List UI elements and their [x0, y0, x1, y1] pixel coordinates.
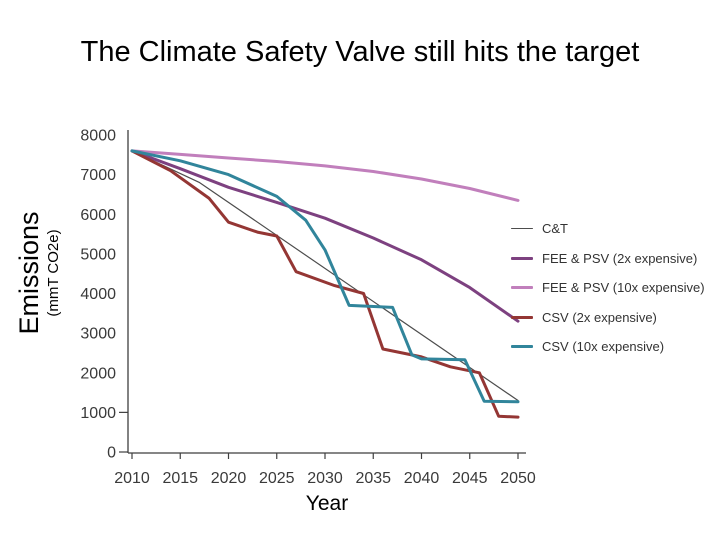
legend-label: CSV (10x expensive) — [542, 339, 665, 354]
page-title: The Climate Safety Valve still hits the … — [80, 36, 640, 68]
y-tick-label: 5000 — [80, 246, 116, 263]
y-tick-label: 4000 — [80, 286, 116, 303]
y-tick-label: 6000 — [80, 207, 116, 224]
x-axis-title: Year — [305, 492, 349, 515]
legend-label: FEE & PSV (10x expensive) — [542, 280, 705, 295]
csv-2x-line-swatch-icon — [511, 315, 533, 319]
x-tick-label: 2010 — [114, 470, 150, 487]
x-tick-label: 2030 — [307, 470, 343, 487]
y-axis-subtitle: (mmT CO2e) — [45, 229, 62, 317]
x-tick-label: 2045 — [452, 470, 488, 487]
y-tick-label: 7000 — [80, 167, 116, 184]
chart-legend: C&T FEE & PSV (2x expensive) FEE & PSV (… — [511, 222, 716, 370]
csv-10x-line-swatch-icon — [511, 345, 533, 348]
x-tick-label: 2050 — [500, 470, 536, 487]
y-tick-label: 0 — [107, 445, 116, 462]
x-tick-label: 2040 — [404, 470, 440, 487]
y-tick-label: 8000 — [80, 128, 116, 145]
y-tick-label: 1000 — [80, 405, 116, 422]
series-line-fee-psv-10x-expensive — [130, 149, 520, 202]
y-tick-label: 2000 — [80, 365, 116, 382]
legend-item-fee-psv-2x: FEE & PSV (2x expensive) — [511, 252, 716, 265]
x-tick-label: 2025 — [259, 470, 295, 487]
x-tick-label: 2035 — [355, 470, 391, 487]
series-line-fee-psv-2x-expensive — [130, 149, 520, 323]
ct-line-swatch-icon — [511, 227, 533, 230]
legend-item-ct: C&T — [511, 222, 716, 235]
legend-item-fee-psv-10x: FEE & PSV (10x expensive) — [511, 281, 716, 294]
series-line-csv-2x-expensive — [130, 149, 520, 419]
fee-psv-10x-line-swatch-icon — [511, 286, 533, 289]
y-tick-label: 3000 — [80, 326, 116, 343]
legend-label: CSV (2x expensive) — [542, 309, 657, 325]
legend-label: C&T — [542, 221, 568, 236]
x-tick-label: 2015 — [162, 470, 198, 487]
y-axis-title: Emissions — [14, 211, 44, 335]
x-tick-label: 2020 — [211, 470, 247, 487]
fee-psv-2x-line-swatch-icon — [511, 256, 533, 260]
series-line-c-t — [131, 150, 519, 402]
legend-label: FEE & PSV (2x expensive) — [542, 250, 698, 266]
legend-item-csv-2x: CSV (2x expensive) — [511, 311, 716, 324]
legend-item-csv-10x: CSV (10x expensive) — [511, 340, 716, 353]
series-line-csv-10x-expensive — [130, 149, 520, 404]
